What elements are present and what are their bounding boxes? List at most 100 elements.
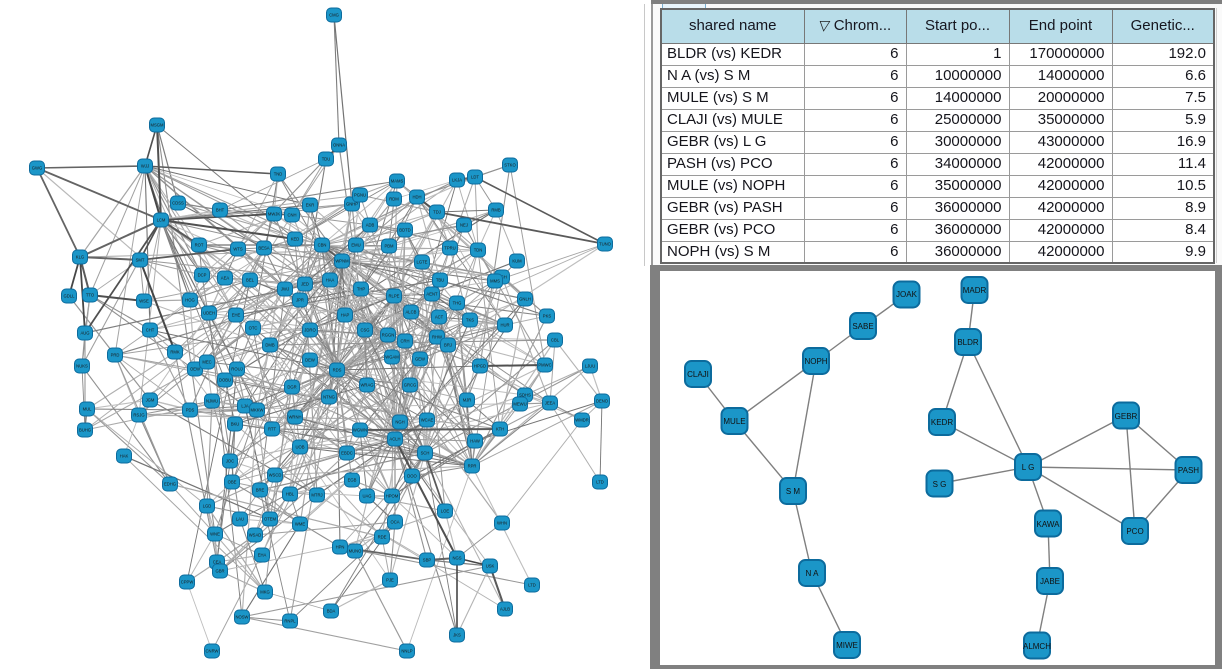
svg-text:PRD: PRD xyxy=(111,353,120,358)
svg-text:KLG: KLG xyxy=(76,255,84,260)
svg-text:RHW: RHW xyxy=(432,335,442,340)
svg-text:EGB: EGB xyxy=(348,478,357,483)
svg-text:GRCG: GRCG xyxy=(404,383,417,388)
svg-text:CSG: CSG xyxy=(360,328,369,333)
svg-text:CNH: CNH xyxy=(287,213,296,218)
svg-text:JABE: JABE xyxy=(1040,577,1060,586)
svg-text:CBN: CBN xyxy=(318,243,327,248)
svg-text:ONNA: ONNA xyxy=(333,143,345,148)
svg-text:ALCB: ALCB xyxy=(406,310,417,315)
svg-text:EBDC: EBDC xyxy=(341,451,353,456)
svg-text:UOB: UOB xyxy=(295,445,304,450)
svg-text:LGTE: LGTE xyxy=(417,260,428,265)
svg-text:WSCD: WSCD xyxy=(269,473,282,478)
svg-text:MEC: MEC xyxy=(202,360,211,365)
svg-text:KEDR: KEDR xyxy=(931,418,953,427)
svg-text:TTO: TTO xyxy=(86,293,95,298)
svg-text:MTRJ: MTRJ xyxy=(311,493,322,498)
svg-text:S M: S M xyxy=(786,487,801,496)
svg-text:MSGM: MSGM xyxy=(150,123,164,128)
svg-text:WME: WME xyxy=(295,522,305,527)
svg-text:KAWA: KAWA xyxy=(1037,520,1061,529)
svg-text:OTC: OTC xyxy=(249,326,258,331)
svg-text:LTD: LTD xyxy=(528,583,536,588)
svg-text:EDHG: EDHG xyxy=(164,482,176,487)
svg-text:WNE: WNE xyxy=(210,532,220,537)
svg-text:NNLP: NNLP xyxy=(401,649,412,654)
svg-text:RDS: RDS xyxy=(333,368,342,373)
svg-text:UDEH: UDEH xyxy=(203,311,215,316)
svg-text:HOG: HOG xyxy=(185,298,195,303)
svg-text:HAA: HAA xyxy=(326,278,335,283)
svg-text:CBL: CBL xyxy=(551,338,560,343)
svg-text:CNRW: CNRW xyxy=(206,649,219,654)
svg-text:LTD: LTD xyxy=(596,480,604,485)
svg-text:JEEA: JEEA xyxy=(545,401,556,406)
svg-text:CDSS: CDSS xyxy=(172,201,184,206)
svg-text:TND: TND xyxy=(274,172,283,177)
svg-text:SDHS: SDHS xyxy=(519,393,531,398)
svg-text:PASH: PASH xyxy=(1178,466,1199,475)
svg-text:TDN: TDN xyxy=(474,248,483,253)
svg-text:UAG: UAG xyxy=(362,494,371,499)
svg-text:TDJ: TDJ xyxy=(433,210,441,215)
svg-text:JWJ: JWJ xyxy=(281,287,289,292)
svg-text:PBM: PBM xyxy=(384,244,394,249)
svg-text:NGS: NGS xyxy=(452,556,461,561)
svg-text:NOPH: NOPH xyxy=(804,357,827,366)
svg-text:NGH: NGH xyxy=(395,420,404,425)
svg-text:TPRU: TPRU xyxy=(444,246,455,251)
svg-text:TDU: TDU xyxy=(322,157,331,162)
svg-text:EHE: EHE xyxy=(232,313,241,318)
svg-text:HBL: HBL xyxy=(286,492,295,497)
svg-text:PGNU: PGNU xyxy=(354,193,366,198)
svg-text:DOBU: DOBU xyxy=(219,378,231,383)
svg-text:WPNM: WPNM xyxy=(335,259,349,264)
svg-text:CHT: CHT xyxy=(146,328,155,333)
svg-text:BRE: BRE xyxy=(256,488,265,493)
svg-text:CRH: CRH xyxy=(400,339,409,344)
svg-text:RPR: RPR xyxy=(468,464,477,469)
svg-text:RTT: RTT xyxy=(268,427,277,432)
svg-text:MEWU: MEWU xyxy=(513,402,526,407)
svg-text:DMB: DMB xyxy=(265,343,275,348)
svg-text:MKG: MKG xyxy=(260,590,270,595)
svg-text:GDLL: GDLL xyxy=(64,294,76,299)
svg-text:HDH: HDH xyxy=(412,195,421,200)
svg-text:BRJ: BRJ xyxy=(444,343,452,348)
svg-text:MADR: MADR xyxy=(963,286,987,295)
svg-text:DCP: DCP xyxy=(198,273,207,278)
svg-text:BKU: BKU xyxy=(231,422,240,427)
svg-text:WSE: WSE xyxy=(139,299,149,304)
svg-text:RDM: RDM xyxy=(389,197,399,202)
svg-text:MJR: MJR xyxy=(463,398,472,403)
svg-text:HPOM: HPOM xyxy=(386,494,399,499)
svg-text:PDS: PDS xyxy=(186,408,195,413)
svg-text:AJLB: AJLB xyxy=(500,607,510,612)
svg-text:LCM: LCM xyxy=(157,218,166,223)
svg-text:SBP: SBP xyxy=(423,558,432,563)
svg-text:BESA: BESA xyxy=(258,246,269,251)
svg-text:WCAE: WCAE xyxy=(421,418,434,423)
svg-text:LKJA: LKJA xyxy=(452,178,462,183)
svg-text:HAP: HAP xyxy=(341,313,350,318)
svg-text:EMU: EMU xyxy=(351,243,360,248)
svg-text:RLPE: RLPE xyxy=(389,294,400,299)
svg-text:HUR: HUR xyxy=(500,323,509,328)
svg-text:NEJ: NEJ xyxy=(460,223,468,228)
svg-text:ACLH: ACLH xyxy=(389,437,400,442)
svg-text:WJJ: WJJ xyxy=(141,164,149,169)
svg-text:OCA: OCA xyxy=(390,520,399,525)
svg-text:NJWU: NJWU xyxy=(206,399,218,404)
svg-text:PCO: PCO xyxy=(1126,527,1143,536)
svg-text:WTS: WTS xyxy=(233,247,243,252)
svg-text:HAK: HAK xyxy=(120,454,129,459)
svg-text:DGR: DGR xyxy=(287,385,296,390)
svg-text:LJUU: LJUU xyxy=(585,364,595,369)
svg-text:MUL: MUL xyxy=(83,407,93,412)
svg-text:WGWN: WGWN xyxy=(353,428,367,433)
svg-text:DEW: DEW xyxy=(305,358,315,363)
svg-text:DENO: DENO xyxy=(596,399,609,404)
svg-text:GNLH: GNLH xyxy=(519,297,531,302)
svg-text:GEW: GEW xyxy=(415,357,425,362)
